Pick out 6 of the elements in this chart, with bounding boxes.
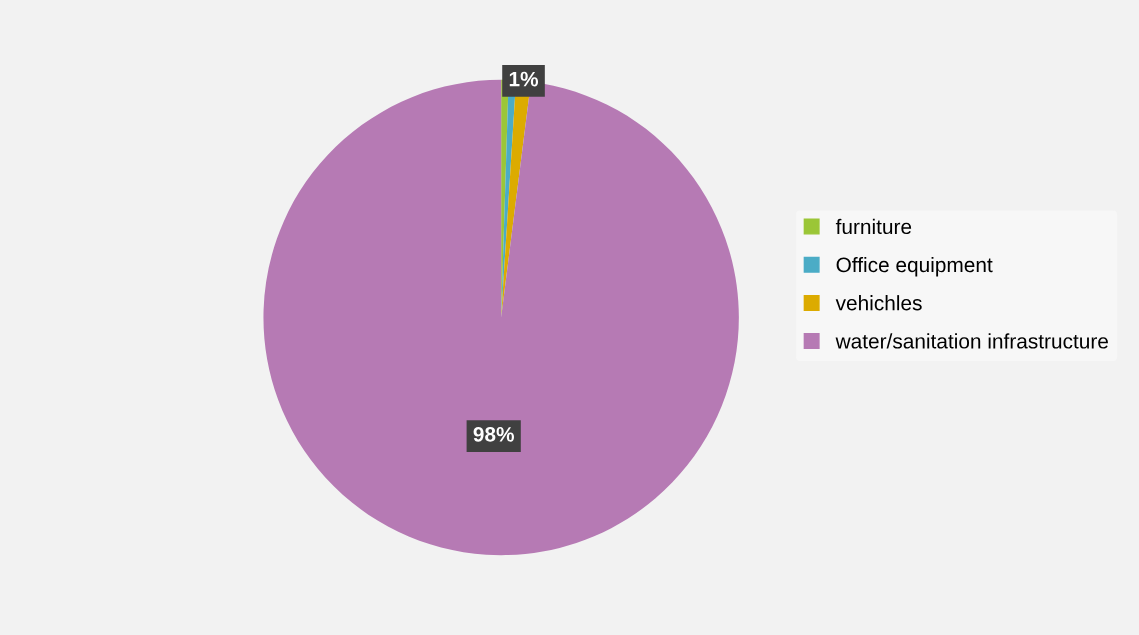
- data-label: 1%: [509, 71, 539, 87]
- legend-label: Office equipment: [836, 256, 993, 277]
- legend-label: furniture: [835, 218, 912, 235]
- legend-label: vehichles: [835, 295, 922, 311]
- legend-label: water/sanitation infrastructure: [835, 333, 1108, 349]
- data-label: 98%: [473, 426, 514, 442]
